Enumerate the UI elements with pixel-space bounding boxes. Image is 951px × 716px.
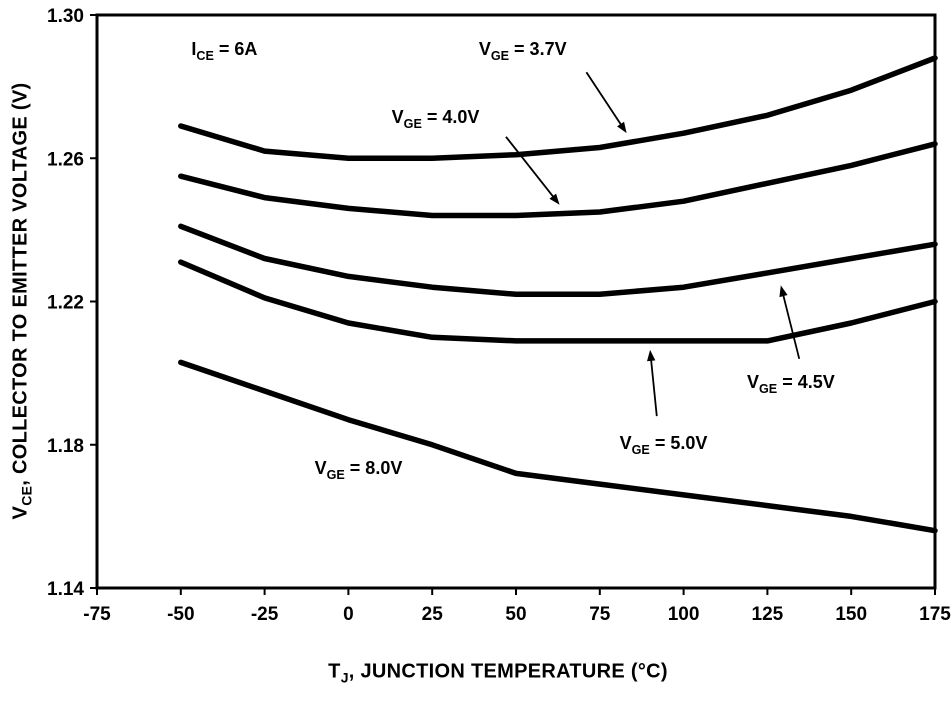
- x-tick-label: -50: [167, 604, 194, 625]
- y-axis-subscript: CE: [18, 485, 35, 506]
- x-tick-label: 0: [343, 604, 354, 625]
- y-tick-label: 1.14: [47, 579, 84, 600]
- x-axis-title: TJ, JUNCTION TEMPERATURE (°C): [328, 661, 668, 686]
- annotation-arrow-head-vge-5p0: [647, 349, 656, 362]
- y-tick-label: 1.30: [47, 6, 84, 27]
- x-tick-label: 125: [752, 604, 784, 625]
- annotation-arrow-line-vge-3p7: [585, 71, 625, 129]
- curve-VGE8.0V: [178, 359, 938, 534]
- annotation-arrow-line-vge-4p0: [505, 136, 557, 201]
- x-tick-label: 75: [589, 604, 611, 625]
- y-tick-label: 1.22: [47, 293, 84, 314]
- x-tick-label: 25: [422, 604, 444, 625]
- annotation-arrow-line-vge-5p0: [649, 355, 658, 417]
- y-tick-label: 1.26: [47, 149, 84, 170]
- x-tick-label: 50: [505, 604, 526, 625]
- y-axis-symbol: V: [9, 505, 32, 520]
- x-tick-label: 150: [835, 604, 867, 625]
- annotation-arrow-head-vge-3p7: [617, 121, 627, 134]
- x-tick-label: 175: [919, 604, 951, 625]
- y-tick-label: 1.18: [47, 436, 84, 457]
- y-axis-title: VCE, COLLECTOR TO EMITTER VOLTAGE (V): [10, 83, 35, 520]
- curve-VGE4.5V: [178, 223, 938, 298]
- x-tick-label: 100: [668, 604, 700, 625]
- x-axis-symbol: T: [328, 660, 341, 683]
- y-axis-text: , COLLECTOR TO EMITTER VOLTAGE (V): [9, 82, 32, 486]
- curve-VGE5.0V: [178, 259, 938, 344]
- annotation-arrow-head-vge-4p0: [549, 193, 560, 205]
- x-axis-text: , JUNCTION TEMPERATURE (°C): [348, 660, 668, 683]
- curve-VGE4.0V: [178, 141, 938, 219]
- curve-VGE3.7V: [178, 55, 938, 162]
- x-axis-subscript: J: [340, 669, 349, 686]
- x-tick-label: -25: [251, 604, 279, 625]
- annotation-arrow-line-vge-4p5: [781, 290, 801, 360]
- x-tick-label: -75: [83, 604, 111, 625]
- annotation-arrow-head-vge-4p5: [779, 285, 788, 298]
